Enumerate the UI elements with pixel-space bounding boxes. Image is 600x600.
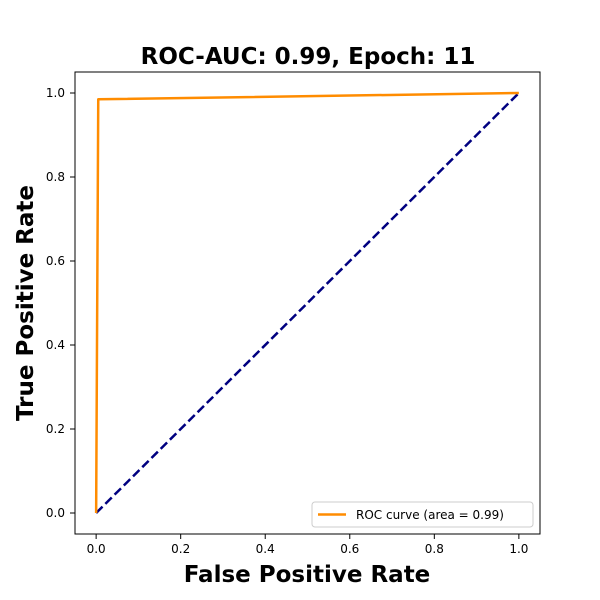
legend-label-roc-curve: ROC curve (area = 0.99)	[356, 508, 504, 522]
x-axis-ticks: 0.0 0.2 0.4 0.6 0.8 1.0	[87, 534, 528, 556]
chart-title: ROC-AUC: 0.99, Epoch: 11	[141, 44, 476, 70]
y-axis-ticks: 0.0 0.2 0.4 0.6 0.8 1.0	[46, 86, 75, 520]
legend: ROC curve (area = 0.99)	[311, 501, 534, 528]
series-layer	[94, 91, 520, 514]
y-tick-label: 0.2	[46, 422, 65, 436]
legend-box	[311, 501, 534, 528]
x-tick-label: 0.4	[256, 542, 275, 556]
x-tick-label: 1.0	[509, 542, 528, 556]
y-tick-label: 0.4	[46, 338, 65, 352]
y-axis-label: True Positive Rate	[13, 185, 39, 421]
x-tick-label: 0.0	[87, 542, 106, 556]
x-axis-label: False Positive Rate	[184, 562, 431, 588]
y-tick-label: 0.6	[46, 254, 65, 268]
x-tick-label: 0.2	[171, 542, 190, 556]
y-tick-label: 1.0	[46, 86, 65, 100]
y-tick-label: 0.8	[46, 170, 65, 184]
chance-diagonal-line	[95, 92, 520, 514]
x-tick-label: 0.8	[425, 542, 444, 556]
plot-area-frame	[74, 71, 541, 535]
roc-curve-line	[94, 91, 519, 514]
x-tick-label: 0.6	[340, 542, 359, 556]
y-tick-label: 0.0	[46, 506, 65, 520]
